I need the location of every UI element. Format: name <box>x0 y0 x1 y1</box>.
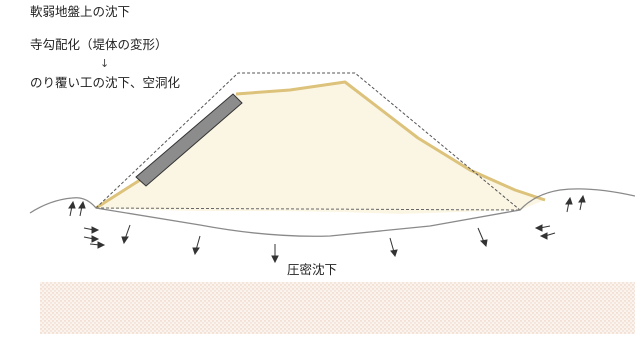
deformation-label: 寺勾配化（堤体の変形） <box>30 37 168 52</box>
settled-embankment-body <box>96 82 545 214</box>
revetment-settlement-label: のり覆い工の沈下、空洞化 <box>30 75 181 90</box>
original-base-line <box>95 207 521 211</box>
subsoil-layer <box>40 282 635 334</box>
settled-ground-line <box>29 188 635 237</box>
left-heave-arrows <box>68 200 106 249</box>
settled-surface-line <box>95 80 546 210</box>
slope-revetment-panel <box>135 93 243 187</box>
consolidation-arrows <box>121 224 488 264</box>
original-embankment-outline <box>95 72 521 211</box>
down-arrow-label: ↓ <box>100 57 110 70</box>
right-heave-arrows <box>534 194 586 240</box>
consolidation-settlement-label: 圧密沈下 <box>287 262 338 277</box>
diagram-title: 軟弱地盤上の沈下 <box>30 4 131 19</box>
